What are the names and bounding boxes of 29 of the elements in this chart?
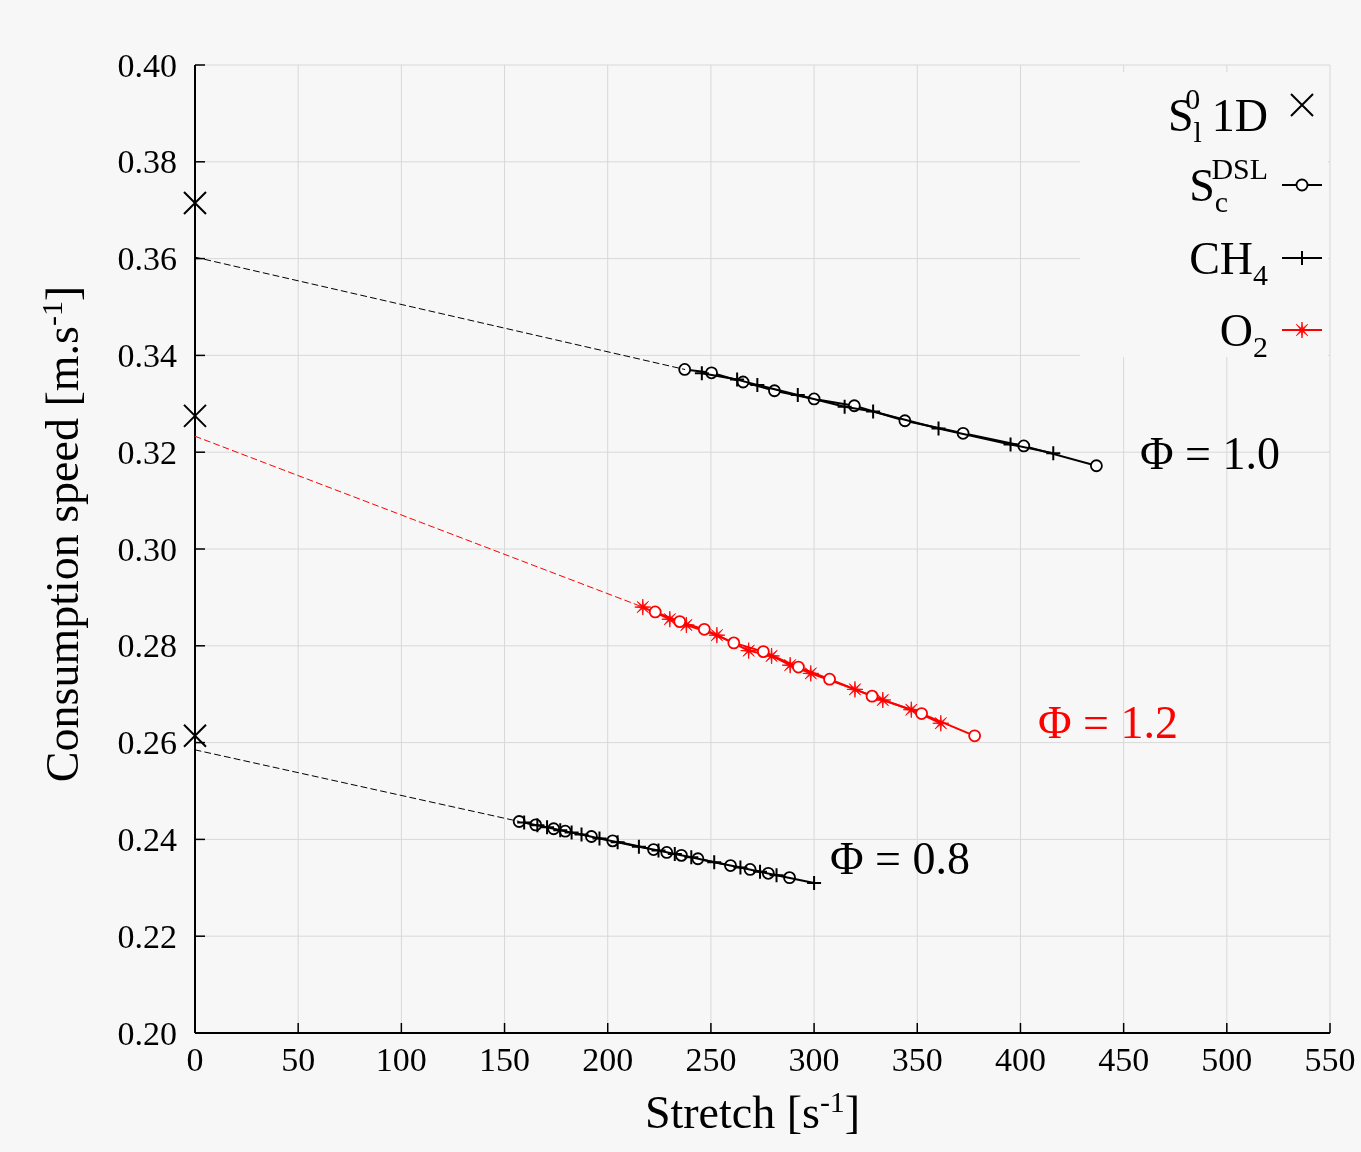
x-tick-label: 300 — [788, 1041, 840, 1078]
x-tick-label: 100 — [375, 1041, 427, 1078]
y-tick-label: 0.30 — [117, 530, 177, 568]
x-tick-label: 250 — [685, 1041, 737, 1078]
annotation: Φ = 1.0 — [1140, 427, 1281, 479]
y-tick-label: 0.20 — [117, 1014, 177, 1052]
y-tick-label: 0.32 — [117, 433, 177, 471]
y-tick-label: 0.38 — [117, 143, 177, 181]
legend-label: CH$_{4}$ — [1189, 232, 1269, 291]
x-tick-label: 550 — [1304, 1041, 1356, 1078]
x-tick-label: 150 — [479, 1041, 531, 1078]
x-tick-label: 200 — [582, 1041, 634, 1078]
x-tick-label: 450 — [1098, 1041, 1150, 1078]
x-tick-label: 50 — [281, 1041, 316, 1078]
x-tick-label: 500 — [1201, 1041, 1253, 1078]
y-tick-label: 0.34 — [117, 336, 177, 374]
x-tick-label: 400 — [994, 1041, 1046, 1078]
x-axis-title: Stretch [s$^{-1}$] — [644, 1084, 861, 1138]
annotation: Φ = 0.8 — [830, 832, 971, 884]
y-tick-label: 0.36 — [117, 240, 177, 278]
x-tick-label: 350 — [891, 1041, 943, 1078]
y-tick-label: 0.22 — [117, 917, 177, 955]
y-tick-label: 0.24 — [117, 820, 177, 858]
y-tick-label: 0.28 — [117, 627, 177, 665]
y-tick-label: 0.40 — [117, 46, 177, 84]
annotation: Φ = 1.2 — [1038, 696, 1179, 748]
y-tick-label: 0.26 — [117, 724, 177, 762]
x-tick-label: 0 — [186, 1041, 204, 1078]
legend-label: O$_{2}$ — [1219, 304, 1268, 363]
